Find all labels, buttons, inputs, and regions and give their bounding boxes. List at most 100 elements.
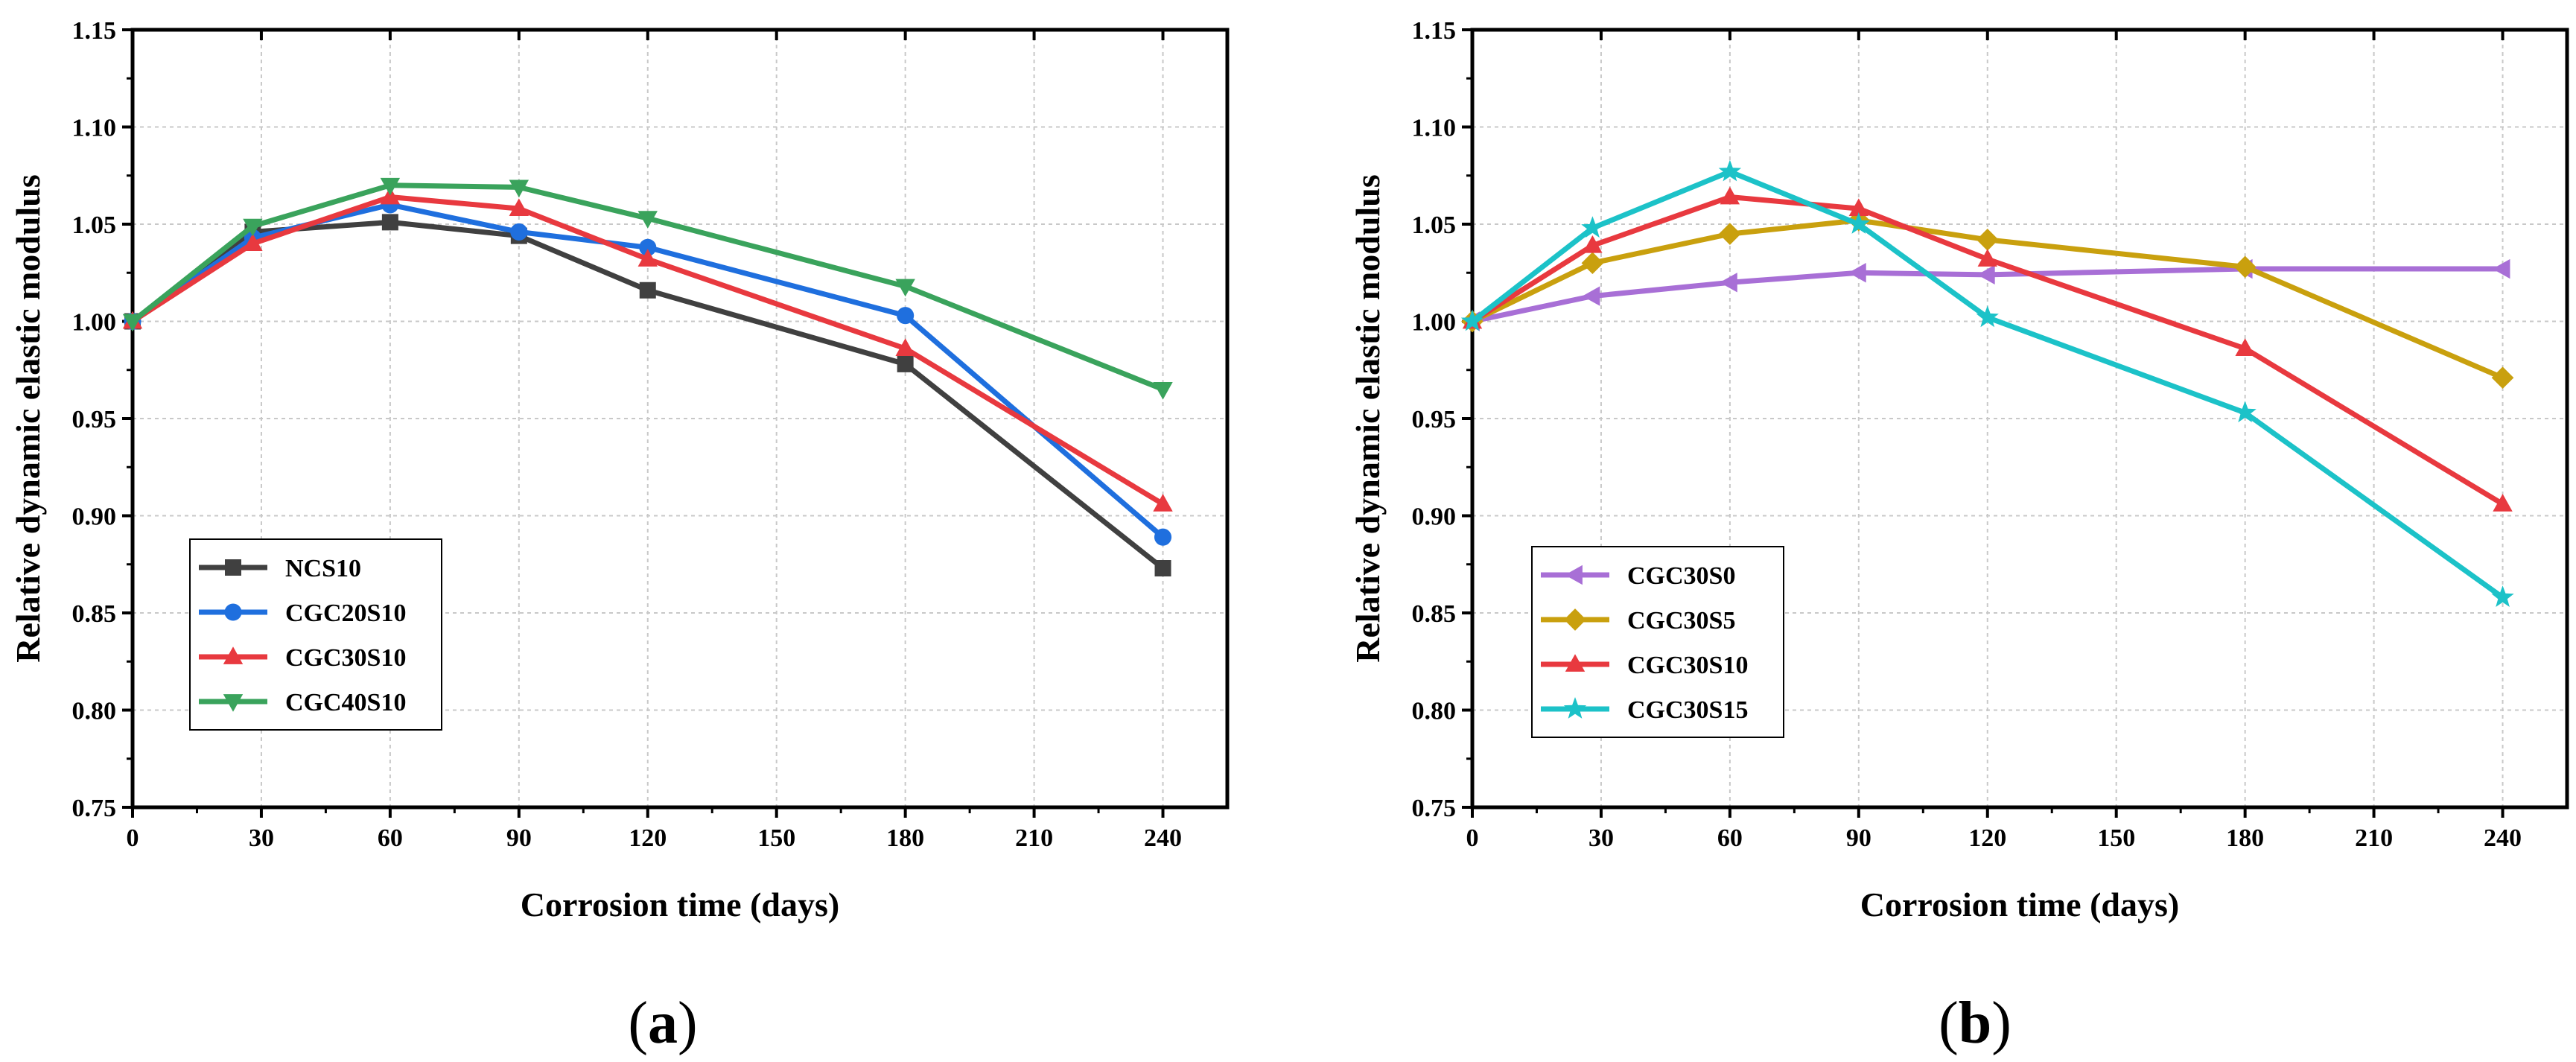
panel-label-close: ) xyxy=(678,991,698,1056)
data-point xyxy=(1976,229,1999,251)
legend-item: CGC20S10 xyxy=(199,600,406,627)
data-point xyxy=(1460,309,1484,331)
data-point xyxy=(1719,223,1741,245)
data-point xyxy=(510,223,528,241)
data-point xyxy=(122,314,143,332)
data-point xyxy=(897,355,914,372)
y-tick-label: 1.10 xyxy=(72,115,117,142)
data-point xyxy=(639,282,656,299)
data-point xyxy=(2491,585,2514,607)
chart-panel-b: 0 30 60 90 120 150 180 210 240 0.75 0.80 0.85 0.90 0.… xyxy=(1349,17,2569,1056)
panel-label-letter: b xyxy=(1959,991,1992,1056)
data-point xyxy=(637,249,658,267)
data-point xyxy=(2493,494,2513,512)
data-point xyxy=(1583,235,1603,253)
data-point xyxy=(1720,273,1737,293)
panel-label-open: ( xyxy=(628,991,648,1056)
y-tick-label: 1.00 xyxy=(1412,309,1457,337)
x-tick-label: 0 xyxy=(127,824,139,852)
x-axis-title: Corrosion time (days) xyxy=(1860,885,2179,923)
data-point xyxy=(1153,381,1173,400)
data-point xyxy=(2233,401,2257,423)
data-point xyxy=(2235,338,2255,356)
x-tick-label: 240 xyxy=(1144,824,1182,852)
legend-item: CGC30S15 xyxy=(1541,696,1748,724)
y-tick-label: 0.85 xyxy=(72,600,117,628)
y-tick-label: 0.90 xyxy=(72,503,117,531)
data-point xyxy=(1977,264,1995,285)
x-tick-label: 150 xyxy=(757,824,795,852)
legend-label: CGC30S0 xyxy=(1627,562,1735,590)
legend-item: CGC30S0 xyxy=(1541,562,1735,590)
data-point xyxy=(1977,249,1997,267)
legend-label: CGC30S10 xyxy=(285,644,406,672)
x-tick-label: 30 xyxy=(1588,824,1614,852)
data-point xyxy=(1581,216,1604,238)
y-axis-title: Relative dynamic elastic modulus xyxy=(1349,174,1387,662)
legend-item: CGC30S10 xyxy=(199,644,406,672)
legend-item: CGC40S10 xyxy=(199,689,406,716)
legend-marker xyxy=(1563,697,1587,719)
x-tick-label: 150 xyxy=(2097,824,2135,852)
y-tick-label: 0.80 xyxy=(1412,698,1457,725)
legend-marker xyxy=(225,559,241,576)
y-tick-label: 1.05 xyxy=(72,212,117,239)
y-tick-label: 0.75 xyxy=(1412,795,1457,822)
y-tick-label: 0.85 xyxy=(1412,600,1457,628)
data-point xyxy=(897,307,915,325)
legend-label: CGC20S10 xyxy=(285,600,406,627)
legend-marker xyxy=(223,694,244,712)
series-CGC30S10 xyxy=(122,186,1173,512)
data-point xyxy=(1720,186,1740,205)
x-tick-label: 180 xyxy=(2226,824,2264,852)
x-tick-label: 60 xyxy=(1717,824,1743,852)
data-point xyxy=(2492,258,2510,279)
x-tick-label: 210 xyxy=(2355,824,2393,852)
data-point xyxy=(2491,366,2514,389)
y-tick-label: 0.75 xyxy=(72,795,117,822)
data-point xyxy=(1154,528,1172,546)
legend: NCS10 CGC20S10 CGC30S10 CGC40S10 xyxy=(189,538,442,731)
data-point xyxy=(1848,198,1869,217)
data-point xyxy=(243,233,263,251)
data-point xyxy=(895,338,915,356)
x-tick-label: 60 xyxy=(378,824,403,852)
x-tick-label: 210 xyxy=(1015,824,1053,852)
legend-marker xyxy=(1564,608,1586,631)
y-tick-label: 1.15 xyxy=(72,17,117,45)
chart-panel-a: 0 30 60 90 120 150 180 210 240 0.75 0.80 0.85 0.90 0.… xyxy=(9,17,1230,1056)
x-tick-label: 90 xyxy=(506,824,532,852)
panel-label: (a) xyxy=(628,991,697,1056)
x-axis-title: Corrosion time (days) xyxy=(521,885,839,923)
legend-marker xyxy=(223,646,244,664)
legend-label: CGC40S10 xyxy=(285,689,406,716)
y-tick-label: 0.90 xyxy=(1412,503,1457,531)
data-point xyxy=(509,179,529,198)
panel-label-open: ( xyxy=(1939,991,1959,1056)
data-point xyxy=(1582,286,1600,306)
y-tick-label: 0.95 xyxy=(1412,406,1457,433)
data-point xyxy=(895,279,915,297)
y-tick-label: 0.95 xyxy=(72,406,117,433)
legend-marker xyxy=(1565,565,1583,585)
x-tick-label: 120 xyxy=(1968,824,2006,852)
x-tick-label: 30 xyxy=(249,824,274,852)
y-tick-label: 1.00 xyxy=(72,309,117,337)
data-point xyxy=(2233,255,2257,279)
data-point xyxy=(1718,159,1742,182)
data-point xyxy=(381,214,398,231)
legend-item: NCS10 xyxy=(199,555,361,582)
x-tick-label: 120 xyxy=(629,824,667,852)
grid-lines xyxy=(1472,30,2567,807)
panel-label: (b) xyxy=(1939,991,2011,1056)
data-point xyxy=(637,211,658,229)
data-point xyxy=(1847,212,1870,234)
panel-label-close: ) xyxy=(1991,991,2011,1056)
legend-item: CGC30S10 xyxy=(1541,652,1748,679)
series-CGC30S15 xyxy=(1460,159,2514,607)
legend-label: CGC30S5 xyxy=(1627,607,1735,635)
data-point xyxy=(1153,494,1173,512)
x-tick-label: 0 xyxy=(1466,824,1479,852)
legend: CGC30S0 CGC30S5 CGC30S10 CGC30S15 xyxy=(1531,546,1784,738)
